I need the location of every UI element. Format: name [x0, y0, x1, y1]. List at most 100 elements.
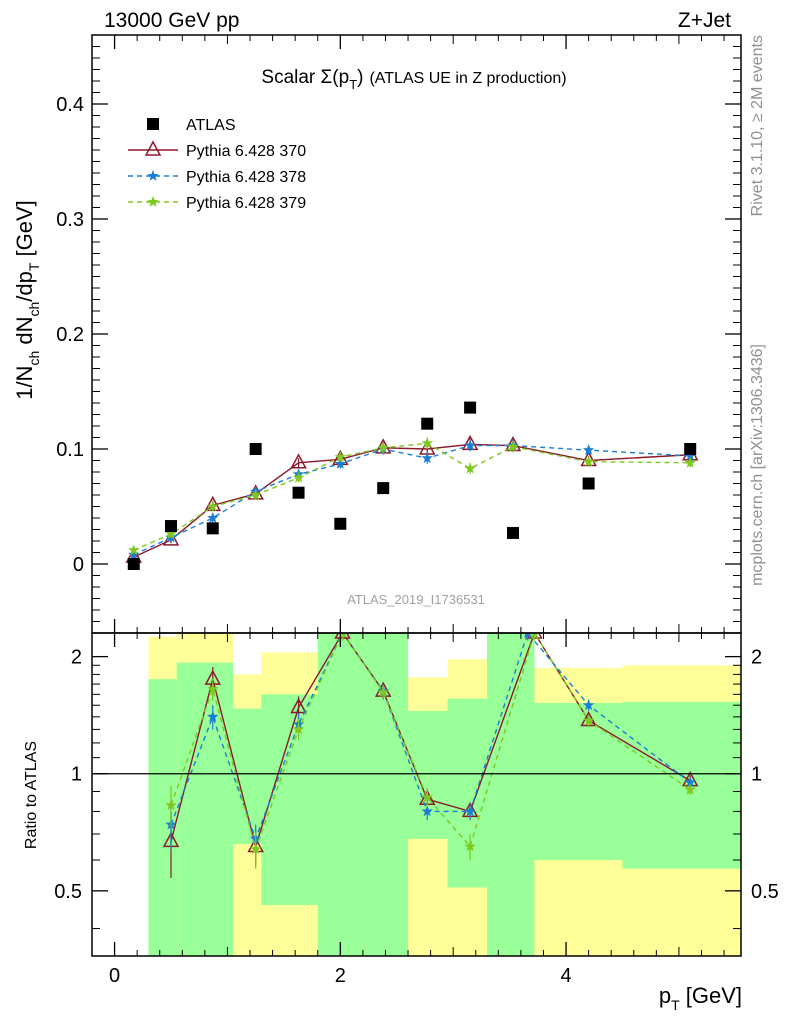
- y-tick-label: 0: [73, 554, 84, 576]
- ratio-band-green: [317, 633, 363, 956]
- ratio-band-green: [487, 633, 535, 956]
- legend-label: Pythia 6.428 378: [186, 169, 306, 186]
- legend-entry: Pythia 6.428 370: [128, 140, 306, 160]
- legend-marker: [144, 140, 162, 156]
- x-tick-label: 0: [109, 965, 120, 987]
- legend-marker: [147, 118, 159, 130]
- ratio-point-pythia-6-428-379: [684, 783, 696, 795]
- title-sub: T: [349, 77, 357, 92]
- ratio-tick-label-right: 2: [751, 647, 762, 669]
- ratio-band-yellow-lower: [408, 838, 448, 956]
- y-tick-label: 0.3: [56, 209, 84, 231]
- rivet-label: Rivet 3.1.10, ≥ 2M events: [749, 35, 766, 216]
- ratio-band-yellow-lower: [233, 843, 262, 956]
- data-point-pythia-6-428-379: [507, 440, 519, 452]
- series-line-pythia-6-428-378: [133, 444, 691, 556]
- x-tick-label: 2: [335, 965, 346, 987]
- mcplots-label: mcplots.cern.ch [arXiv:1306.3436]: [749, 344, 766, 586]
- legend-entry: ATLAS: [147, 117, 236, 134]
- ratio-band-green: [148, 679, 177, 956]
- ratio-band-green: [176, 662, 234, 956]
- ratio-series: [162, 633, 699, 878]
- data-point-pythia-6-428-379: [684, 456, 696, 468]
- data-point-atlas: [507, 526, 520, 539]
- data-point-atlas: [464, 401, 477, 414]
- ratio-tick-label-right: 0.5: [751, 881, 779, 903]
- ratio-point-pythia-6-428-379: [582, 714, 595, 726]
- data-point-pythia-6-428-379: [165, 528, 177, 539]
- ratio-y-axis-label: Ratio to ATLAS: [23, 741, 40, 849]
- ratio-band-yellow-lower: [447, 887, 488, 956]
- data-point-pythia-6-428-378: [684, 449, 696, 461]
- y-axis-label: 1/Nch dNch/dpT [GeV]: [12, 200, 42, 400]
- ratio-point-pythia-6-428-378: [524, 633, 532, 638]
- data-point-pythia-6-428-379: [582, 455, 595, 467]
- data-point-pythia-6-428-379: [334, 451, 346, 462]
- ratio-point-pythia-6-428-379: [250, 843, 262, 854]
- ratio-frame: [91, 632, 742, 957]
- title-main: Scalar Σ(p: [261, 67, 349, 88]
- ratio-point-pythia-6-428-378: [582, 699, 595, 711]
- data-point-pythia-6-428-379: [250, 489, 262, 500]
- x-axis-label: pT [GeV]: [659, 983, 742, 1013]
- y-tick-label: 0.4: [56, 94, 84, 116]
- ratio-band-yellow-lower: [261, 904, 318, 956]
- data-point-atlas: [249, 443, 262, 455]
- ratio-point-pythia-6-428-370: [290, 697, 307, 714]
- ratio-uncertainty-bands: [148, 633, 741, 956]
- ratio-tick-label-left: 1: [71, 764, 82, 786]
- data-point-pythia-6-428-378: [207, 512, 219, 523]
- ratio-point-pythia-6-428-378: [421, 805, 433, 817]
- ratio-point-pythia-6-428-379: [421, 791, 433, 803]
- data-point-atlas: [206, 522, 219, 535]
- data-point-pythia-6-428-370: [290, 453, 307, 469]
- data-point-pythia-6-428-378: [421, 452, 433, 464]
- ratio-point-pythia-6-428-379: [530, 633, 538, 638]
- plot-title: Scalar Σ(pT) (ATLAS UE in Z production): [261, 67, 566, 92]
- data-point-pythia-6-428-379: [207, 500, 219, 512]
- ratio-tick-label-right: 1: [751, 764, 762, 786]
- ratio-point-pythia-6-428-379: [377, 686, 389, 698]
- data-point-atlas: [334, 517, 347, 530]
- main-series: [125, 401, 699, 570]
- data-point-atlas: [421, 417, 434, 430]
- data-point-pythia-6-428-379: [377, 441, 389, 453]
- ratio-point-pythia-6-428-379: [464, 840, 476, 852]
- series-line-pythia-6-428-370: [133, 443, 691, 558]
- data-point-atlas: [684, 443, 697, 455]
- legend-label: Pythia 6.428 370: [186, 143, 306, 160]
- title-rest: (ATLAS UE in Z production): [369, 70, 566, 87]
- data-point-pythia-6-428-378: [128, 548, 140, 560]
- x-tick-label: 4: [560, 965, 571, 987]
- data-point-atlas: [377, 482, 390, 495]
- legend-label: ATLAS: [186, 117, 236, 134]
- ratio-point-pythia-6-428-378: [464, 805, 476, 817]
- data-point-pythia-6-428-378: [464, 439, 476, 451]
- legend-marker: [147, 170, 159, 181]
- title-close: ): [357, 67, 363, 88]
- ratio-point-pythia-6-428-379: [207, 683, 219, 694]
- data-point-pythia-6-428-370: [162, 530, 180, 546]
- legend-entry: Pythia 6.428 378: [128, 169, 306, 186]
- y-tick-label: 0.2: [56, 324, 84, 346]
- data-point-pythia-6-428-379: [292, 471, 305, 483]
- ratio-band-yellow-lower: [622, 868, 741, 956]
- analysis-label: ATLAS_2019_I1736531: [347, 592, 485, 607]
- ratio-point-pythia-6-428-379: [165, 799, 177, 811]
- ratio-point-pythia-6-428-378: [684, 776, 696, 788]
- data-point-atlas: [127, 558, 140, 570]
- data-point-pythia-6-428-378: [582, 444, 595, 455]
- header-right: Z+Jet: [678, 9, 731, 32]
- header-left: 13000 GeV pp: [104, 9, 239, 32]
- data-point-pythia-6-428-379: [464, 462, 476, 474]
- ratio-point-pythia-6-428-378: [207, 710, 219, 722]
- axes: 0 2 4 0 0.1 0.2 0.3 0.4 0.5 0.5 1 1 2 2: [54, 35, 779, 987]
- data-point-atlas: [165, 520, 178, 533]
- data-point-pythia-6-428-379: [128, 544, 140, 556]
- ratio-tick-label-left: 2: [71, 647, 82, 669]
- data-point-atlas: [292, 486, 305, 499]
- series-line-pythia-6-428-379: [133, 442, 691, 551]
- legend: ATLAS Pythia 6.428 370 Pythia 6.428 378 Pyt…: [128, 117, 306, 212]
- ratio-point-pythia-6-428-379: [292, 723, 305, 735]
